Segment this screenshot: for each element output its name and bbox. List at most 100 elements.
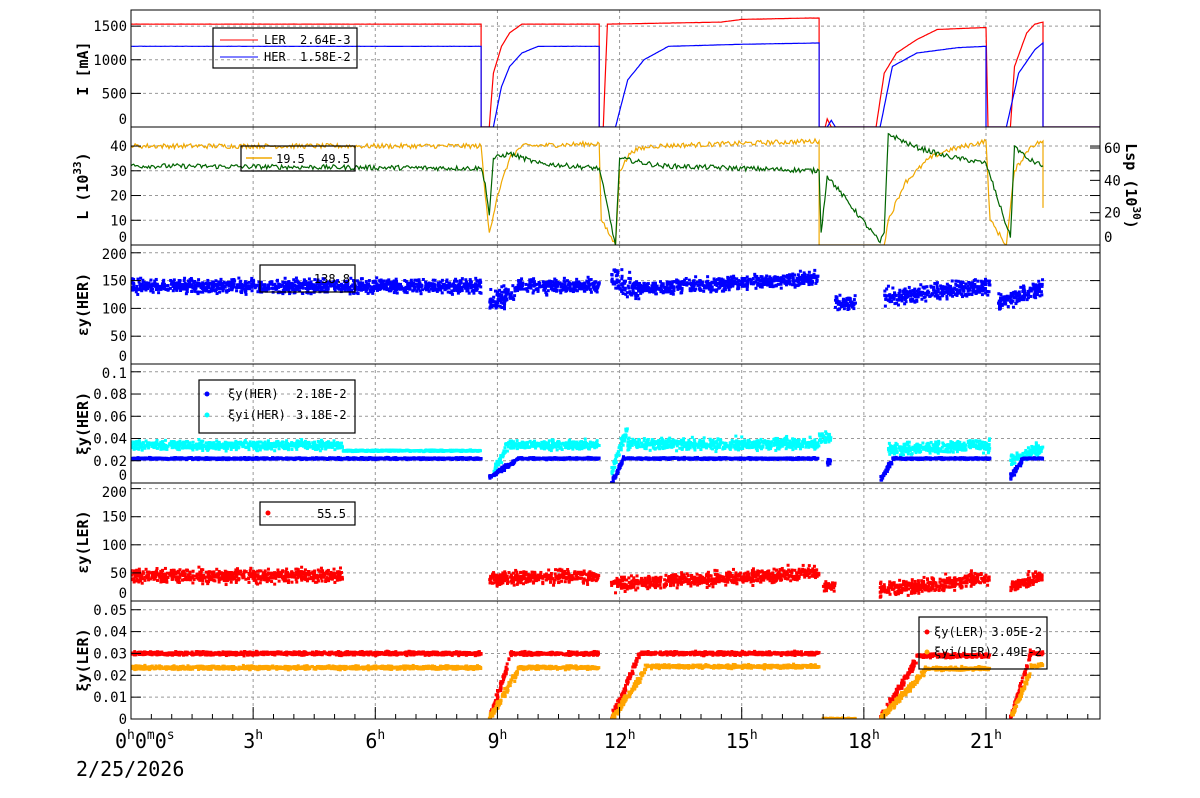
data-point xyxy=(244,446,248,450)
data-point xyxy=(883,304,887,308)
data-point xyxy=(316,439,320,443)
data-point xyxy=(644,285,648,289)
data-point xyxy=(779,438,783,442)
data-point xyxy=(499,300,503,304)
data-point xyxy=(576,285,580,289)
data-point xyxy=(242,284,246,288)
data-point xyxy=(415,289,419,293)
data-point xyxy=(556,281,560,285)
right-y-tick-label: 60 xyxy=(1104,141,1121,157)
right-label-text: Lsp (10 xyxy=(1122,143,1140,206)
data-point xyxy=(396,282,400,286)
data-point xyxy=(634,442,638,446)
data-point xyxy=(651,445,655,449)
data-point xyxy=(1029,287,1033,291)
data-point xyxy=(726,285,730,289)
data-point xyxy=(336,279,340,283)
data-point xyxy=(709,286,713,290)
data-point xyxy=(291,441,295,445)
data-point xyxy=(1036,287,1040,291)
data-point xyxy=(387,278,391,282)
data-point xyxy=(853,294,857,298)
data-point xyxy=(553,445,557,449)
data-point xyxy=(307,440,311,444)
data-point xyxy=(756,278,760,282)
data-point xyxy=(241,286,245,290)
data-point xyxy=(452,449,456,453)
data-point xyxy=(316,288,320,292)
data-point xyxy=(684,276,688,280)
right-axis-label: Lsp (1030) xyxy=(1122,143,1143,229)
data-point xyxy=(706,444,710,448)
data-point xyxy=(624,292,628,296)
data-point xyxy=(698,287,702,291)
data-point xyxy=(560,282,564,286)
data-point xyxy=(702,441,706,445)
data-point xyxy=(414,282,418,286)
data-point xyxy=(820,432,824,436)
data-point xyxy=(493,465,497,469)
data-point xyxy=(474,448,478,452)
data-point xyxy=(477,449,481,453)
data-point xyxy=(706,275,710,279)
data-point xyxy=(699,440,703,444)
data-point xyxy=(151,287,155,291)
data-point xyxy=(217,447,221,451)
data-point xyxy=(940,286,944,290)
data-point xyxy=(155,283,159,287)
data-point xyxy=(503,288,507,292)
data-point xyxy=(680,288,684,292)
data-point xyxy=(713,282,717,286)
data-point xyxy=(697,443,701,447)
data-point xyxy=(762,283,766,287)
data-point xyxy=(769,445,773,449)
y-tick-label: 1000 xyxy=(93,53,127,69)
data-point xyxy=(410,284,414,288)
data-point xyxy=(143,284,147,288)
data-point xyxy=(395,291,399,295)
data-point xyxy=(529,286,533,290)
data-point xyxy=(431,278,435,282)
data-point xyxy=(201,281,205,285)
data-point xyxy=(745,445,749,449)
data-point xyxy=(678,285,682,289)
data-point xyxy=(182,442,186,446)
data-point xyxy=(698,288,702,292)
data-point xyxy=(532,442,536,446)
data-point xyxy=(796,279,800,283)
data-point xyxy=(404,279,408,283)
data-point xyxy=(798,442,802,446)
data-point xyxy=(682,444,686,448)
y-tick-label: 0 xyxy=(119,349,127,365)
data-point xyxy=(1034,283,1038,287)
data-point xyxy=(568,285,572,289)
data-point xyxy=(628,270,632,274)
data-point xyxy=(620,288,624,292)
data-point xyxy=(1032,293,1036,297)
data-point xyxy=(376,284,380,288)
data-point xyxy=(226,281,230,285)
y-tick-label: 20 xyxy=(110,189,127,205)
data-point xyxy=(367,279,371,283)
data-point xyxy=(788,439,792,443)
data-point xyxy=(973,282,977,286)
data-point xyxy=(791,448,795,452)
data-point xyxy=(958,280,962,284)
data-point xyxy=(749,282,753,286)
data-point xyxy=(415,278,419,282)
data-point xyxy=(496,304,500,308)
data-point xyxy=(759,437,763,441)
data-point xyxy=(922,286,926,290)
data-point xyxy=(318,282,322,286)
data-point xyxy=(295,284,299,288)
data-point xyxy=(440,278,444,282)
data-point xyxy=(330,445,334,449)
data-point xyxy=(823,435,827,439)
y-tick-label: 0 xyxy=(119,230,127,246)
data-point xyxy=(668,280,672,284)
data-point xyxy=(721,447,725,451)
data-point xyxy=(190,289,194,293)
data-point xyxy=(496,290,500,294)
data-point xyxy=(652,440,656,444)
data-point xyxy=(1008,296,1012,300)
